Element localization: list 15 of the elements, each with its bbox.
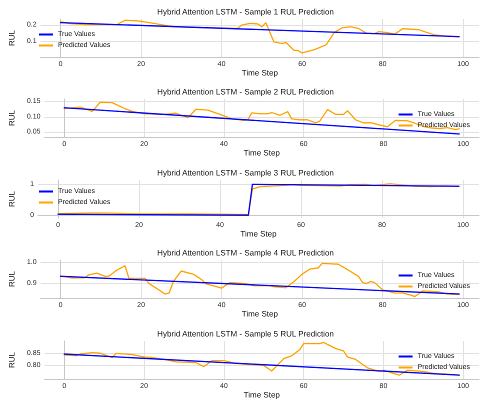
y-axis-title: RUL (8, 29, 16, 46)
y-axis-title: RUL (8, 110, 16, 126)
x-axis-title: Time Step (242, 68, 278, 78)
chart-title: Hybrid Attention LSTM - Sample 2 RUL Prediction (157, 88, 334, 97)
chart-title: Hybrid Attention LSTM - Sample 4 RUL Prediction (157, 248, 334, 258)
chart-title: Hybrid Attention LSTM - Sample 3 RUL Prediction (157, 168, 334, 178)
y-axis-title: RUL (8, 351, 16, 368)
x-axis-title: Time Step (242, 310, 278, 319)
x-axis-title: Time Step (244, 390, 280, 400)
y-axis-title: RUL (8, 270, 16, 288)
x-axis-title: Time Step (244, 148, 280, 158)
chart-title: Hybrid Attention LSTM - Sample 5 RUL Prediction (157, 329, 334, 338)
x-axis-title: Time Step (240, 229, 278, 238)
chart-title: Hybrid Attention LSTM - Sample 1 RUL Prediction (157, 8, 334, 16)
y-axis-title: RUL (8, 190, 16, 207)
